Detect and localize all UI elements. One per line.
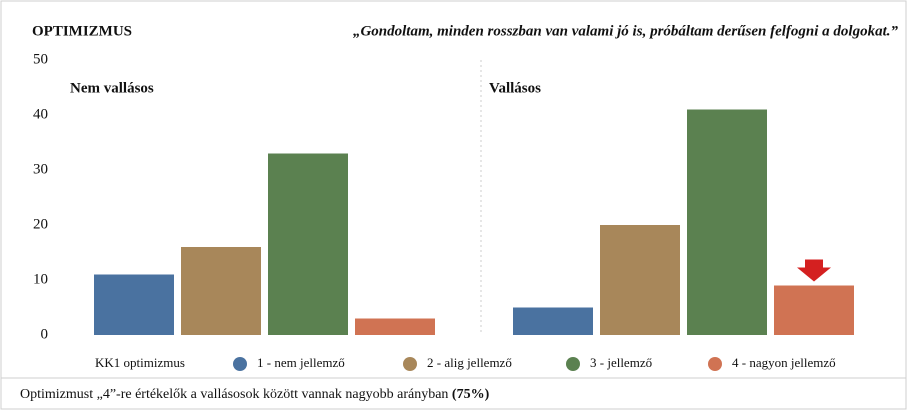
- legend-swatch: [708, 357, 722, 371]
- y-tick-label: 10: [33, 271, 48, 287]
- bar: [687, 109, 767, 335]
- legend-title: KK1 optimizmus: [95, 355, 185, 370]
- panel-label: Nem vallásos: [70, 80, 154, 96]
- y-tick-label: 0: [41, 326, 49, 342]
- bar: [181, 247, 261, 335]
- bar: [600, 225, 680, 335]
- note: Optimizmust „4”-re értékelők a vallásoso…: [20, 387, 490, 402]
- chart-subtitle: „Gondoltam, minden rosszban van valami j…: [353, 23, 899, 39]
- y-tick-label: 20: [33, 216, 48, 232]
- legend-swatch: [566, 357, 580, 371]
- y-tick-label: 50: [33, 51, 48, 67]
- bar: [268, 153, 348, 335]
- y-tick-label: 40: [33, 106, 48, 122]
- legend-swatch: [233, 357, 247, 371]
- bar: [94, 274, 174, 335]
- bar: [513, 307, 593, 335]
- legend-label: 4 - nagyon jellemző: [732, 355, 836, 370]
- bar: [355, 318, 435, 335]
- legend-label: 1 - nem jellemző: [257, 355, 345, 370]
- arrow-icon: [797, 259, 831, 282]
- panel-label: Vallásos: [489, 80, 541, 96]
- y-tick-label: 30: [33, 161, 48, 177]
- chart-title: OPTIMIZMUS: [32, 23, 132, 39]
- legend-swatch: [403, 357, 417, 371]
- bar: [774, 285, 854, 335]
- legend-label: 3 - jellemző: [590, 355, 652, 370]
- note-text: Optimizmust „4”-re értékelők a vallásoso…: [20, 387, 448, 402]
- note-bold: (75%): [452, 387, 490, 402]
- legend-label: 2 - alig jellemző: [427, 355, 512, 370]
